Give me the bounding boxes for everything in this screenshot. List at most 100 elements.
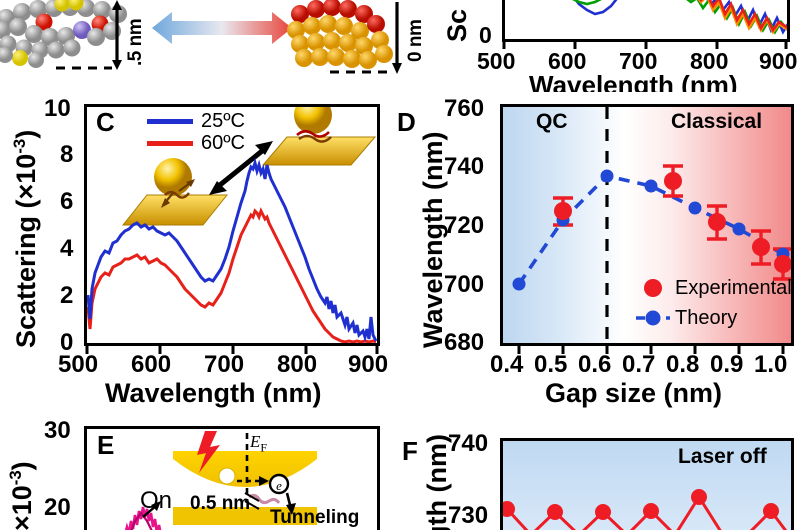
panel-c-letter: C [96, 107, 115, 137]
panel-f-ytick-740: 740 [448, 430, 489, 457]
panel-c-ytick-0: 0 [60, 329, 74, 356]
panel-b-partial: Sc 0 500 600 700 800 900 Wav [440, 0, 800, 92]
panel-d-legend-markers [636, 279, 670, 326]
panel-b-xtick-500: 500 [477, 48, 516, 74]
panel-e-ytick-30: 30 [44, 417, 71, 444]
panel-d-ytick-740: 740 [444, 153, 485, 180]
panel-d-chart [512, 107, 791, 343]
panel-c-legend-swatch-25c [147, 118, 193, 124]
panel-c-legend: 25ºC 60ºC [147, 110, 245, 154]
panel-e-fermi-label: EF [250, 432, 267, 455]
left-dimension-label: .5 nm [125, 18, 146, 66]
panel-b-xlabel: Wavelength (nm) [529, 70, 738, 92]
panel-c-legend-label-60c: 60ºC [201, 132, 245, 154]
panel-c-inset-cold [121, 158, 229, 226]
svg-text:e: e [276, 478, 282, 493]
panel-d-plot-area: QC Classical Experimental Theory [500, 104, 794, 346]
panel-c-xtick-800: 800 [277, 351, 318, 378]
panel-c-legend-item-60c: 60ºC [147, 132, 245, 154]
panel-b-xtick-800: 800 [690, 48, 729, 74]
panel-e-inset-band-diagram: e [173, 431, 317, 525]
panel-c-tickmarks-svg [85, 346, 379, 354]
panel-d-ytick-700: 700 [444, 271, 485, 298]
panel-d-xtick-04: 0.4 [490, 351, 524, 378]
panel-b-xtick-600: 600 [548, 48, 587, 74]
panel-e-fermi-label-text: E [250, 432, 261, 451]
panel-d-xtick-06: 0.6 [578, 351, 612, 378]
panel-c-xlabel: Wavelength (nm) [105, 378, 322, 408]
panel-e-gap-label: 0.5 nm [190, 493, 251, 514]
panel-e-fermi-label-sub: F [260, 440, 268, 455]
panel-b-spectra [572, 0, 787, 35]
panel-c-legend-label-25c: 25ºC [201, 110, 245, 132]
panel-d-experimental-markers [554, 172, 791, 273]
panel-b-xtick-900: 900 [759, 48, 798, 74]
panel-d-xtick-09: 0.9 [710, 351, 744, 378]
panel-c-plot-area [84, 104, 380, 346]
panel-b-tickmarks [502, 42, 788, 49]
panel-d-ytick-720: 720 [444, 212, 485, 239]
panel-c-ylabel-paren: ) [11, 129, 41, 139]
panel-c-ylabel-group: Scattering (×10-3) [10, 130, 42, 348]
panel-e-ytick-20: 20 [44, 494, 71, 521]
panel-c-ytick-6: 6 [60, 188, 74, 215]
panel-f-partial: F gth (nm) 740 730 [400, 412, 800, 530]
panel-c-legend-swatch-60c [147, 140, 193, 146]
panel-d-ytick-760: 760 [444, 95, 485, 122]
panel-c-ylabel-exponent: -3 [10, 138, 29, 154]
panel-c-ytick-4: 4 [60, 235, 74, 262]
panel-d-legend-label-theory: Theory [675, 307, 738, 329]
panel-d-letter: D [397, 107, 416, 137]
left-molecule [0, 0, 127, 68]
panel-e-chart: e [124, 431, 317, 530]
panel-c-chart [87, 107, 377, 343]
right-molecule [287, 0, 393, 69]
panel-c-xtick-600: 600 [131, 351, 172, 378]
panel-e-gap-squiggle [248, 493, 281, 505]
panel-c-xtick-900: 900 [348, 351, 389, 378]
panel-c-inset-hot [261, 107, 377, 166]
panel-c-inset-arrow [209, 141, 273, 195]
panel-d-xtick-05: 0.5 [534, 351, 568, 378]
panel-e-tunneling-label: Tunneling [270, 507, 360, 528]
panel-f-ytick-730: 730 [448, 502, 489, 529]
panel-f-annotation-laser-off: Laser off [678, 445, 767, 468]
panel-e-spectrum-on [124, 501, 162, 530]
panel-c-xtick-marks [84, 346, 380, 355]
panel-b-ylabel: Sc [442, 8, 472, 42]
panel-e-ylabel-paren: ) [7, 461, 37, 471]
panel-d-ytick-680: 680 [444, 329, 485, 356]
panel-e-ylabel-group: (×10-3) [6, 461, 38, 530]
panel-d-xtick-08: 0.8 [666, 351, 700, 378]
panel-f-markers [503, 489, 779, 520]
panel-e-plot-area: e [84, 426, 380, 530]
panel-d-region-qc: QC [536, 110, 568, 133]
panel-b-xticks-row [502, 42, 790, 50]
top-left-schematic [0, 0, 440, 92]
panel-c-xtick-700: 700 [204, 351, 245, 378]
panel-e-letter: E [97, 430, 115, 460]
panel-e-ylabel-text: (×10 [7, 485, 37, 530]
panel-e-partial: (×10-3) 30 20 [0, 412, 400, 530]
panel-c-ylabel-text: Scattering (×10 [11, 153, 41, 348]
panel-e-state-label: On [140, 487, 173, 514]
panel-d-region-classical: Classical [671, 110, 763, 133]
panel-d-xtick-07: 0.7 [622, 351, 656, 378]
state-transition-arrow [152, 12, 292, 44]
panel-e-laser-bolt-icon [197, 431, 220, 473]
panel-c-ytick-2: 2 [60, 282, 74, 309]
panel-d-xlabel: Gap size (nm) [545, 378, 723, 408]
panel-f-letter: F [402, 436, 418, 466]
panel-d-legend-label-experimental: Experimental [675, 277, 792, 299]
molecule-schematic-svg [0, 0, 402, 74]
panel-d-tickmarks-svg [517, 346, 785, 354]
right-dimension-arrow [392, 2, 402, 74]
panel-c-xtick-500: 500 [58, 351, 99, 378]
panel-c-ytick-8: 8 [60, 141, 74, 168]
panel-f-plot-area [500, 438, 794, 530]
panel-e-ylabel-exponent: -3 [6, 470, 25, 486]
panel-b-xtick-700: 700 [619, 48, 658, 74]
panel-d-xtick-10: 1.0 [754, 351, 788, 378]
right-dimension-label: 0 nm [405, 19, 426, 62]
panel-d-xtick-marks [500, 346, 794, 355]
